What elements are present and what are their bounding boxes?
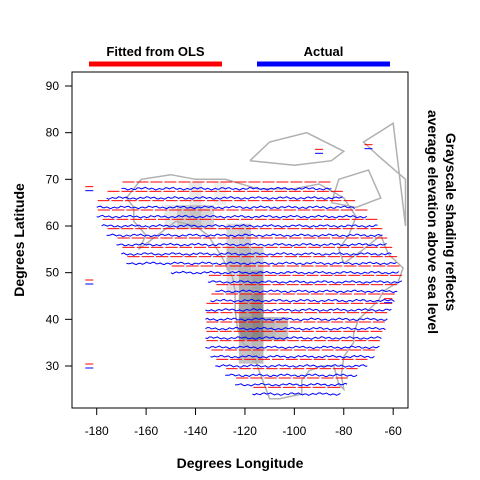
actual-line — [210, 298, 395, 303]
actual-line — [225, 373, 358, 378]
actual-line — [205, 326, 386, 331]
x-axis-label: Degrees Longitude — [177, 455, 304, 471]
x-tick-label: -140 — [184, 424, 208, 438]
actual-line — [116, 242, 387, 247]
elevation-cell — [238, 247, 252, 271]
elevation-cell — [238, 223, 252, 247]
actual-line — [96, 205, 355, 210]
x-tick-label: -160 — [134, 424, 158, 438]
y-tick-label: 50 — [46, 266, 60, 280]
x-tick-label: -180 — [85, 424, 109, 438]
actual-line — [106, 196, 343, 200]
elevation-cell — [238, 293, 252, 317]
actual-line — [252, 392, 341, 396]
actual-line — [126, 261, 397, 266]
y-tick-label: 30 — [46, 359, 60, 373]
actual-line — [170, 270, 400, 275]
actual-line — [106, 233, 383, 238]
legend-label-fitted: Fitted from OLS — [106, 44, 205, 59]
side-note-line-2: average elevation above sea level — [425, 110, 441, 334]
y-tick-label: 40 — [46, 312, 60, 326]
actual-line — [96, 214, 367, 219]
actual-line — [235, 382, 348, 387]
x-tick-label: -100 — [282, 424, 306, 438]
y-tick-label: 60 — [46, 219, 60, 233]
x-tick-label: -60 — [385, 424, 403, 438]
elevation-cell — [189, 181, 202, 205]
elevation-cell — [275, 317, 289, 341]
x-tick-label: -80 — [335, 424, 353, 438]
actual-line — [205, 336, 382, 340]
elevation-cell — [251, 270, 264, 294]
legend: Fitted from OLS Actual — [89, 44, 390, 67]
island-outline — [330, 169, 382, 209]
side-note-line-1: Grayscale shading reflects — [443, 133, 459, 311]
elevation-cell — [251, 293, 264, 317]
elevation-cell — [251, 317, 264, 341]
legend-label-actual: Actual — [304, 44, 344, 59]
elevation-cell — [201, 205, 215, 229]
elevation-cell — [214, 181, 227, 205]
elevation-cell — [189, 205, 202, 229]
actual-line — [215, 289, 398, 294]
actual-line — [205, 308, 392, 312]
y-axis: 30 40 50 60 70 80 90 — [46, 79, 73, 373]
island-outline — [249, 131, 346, 167]
actual-line — [205, 317, 388, 322]
y-axis-label: Degrees Latitude — [11, 183, 27, 297]
actual-line — [215, 364, 368, 368]
actual-line — [121, 186, 332, 191]
actual-line — [205, 345, 380, 350]
actual-line — [210, 354, 375, 359]
actual-line — [121, 252, 392, 256]
actual-line — [207, 280, 403, 284]
latitude-bands — [85, 144, 403, 396]
y-tick-label: 70 — [46, 172, 60, 186]
elevation-cell — [226, 247, 239, 271]
y-tick-label: 80 — [46, 126, 60, 140]
x-axis: -180 -160 -140 -120 -100 -80 -60 — [85, 407, 403, 438]
x-tick-label: -120 — [233, 424, 257, 438]
elevation-cell — [238, 340, 252, 364]
y-tick-label: 90 — [46, 79, 60, 93]
actual-line — [101, 224, 378, 228]
elevation-cell — [251, 247, 264, 271]
